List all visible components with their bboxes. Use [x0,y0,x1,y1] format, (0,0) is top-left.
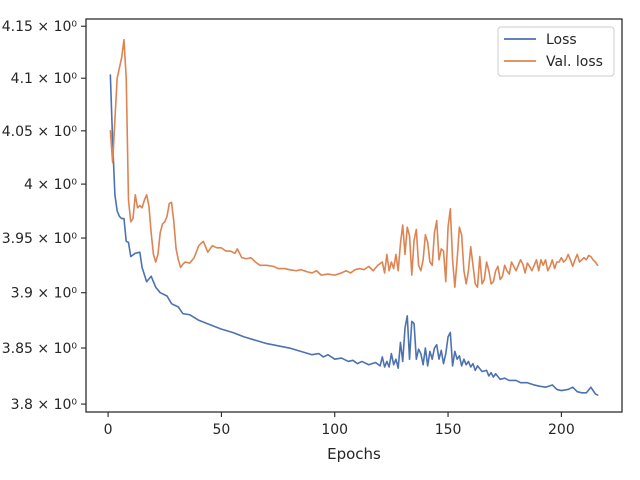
y-tick-label: 4 × 10⁰ [24,177,77,193]
y-tick-label: 3.8 × 10⁰ [11,397,78,413]
y-tick-label: 3.85 × 10⁰ [2,341,78,357]
x-tick-label: 150 [435,422,462,438]
x-tick-label: 0 [104,422,113,438]
x-axis-ticks: 0 50 100 150 200 [104,412,575,438]
y-axis-ticks: 3.8 × 10⁰ 3.85 × 10⁰ 3.9 × 10⁰ 3.95 × 10⁰ 4 … [2,19,86,413]
y-tick-label: 4.05 × 10⁰ [2,124,78,140]
x-tick-label: 200 [548,422,575,438]
series-layer [109,38,599,396]
y-tick-label: 4.1 × 10⁰ [11,71,78,87]
x-tick-label: 50 [213,422,231,438]
y-tick-label: 3.95 × 10⁰ [2,231,78,247]
x-axis-label: Epochs [327,445,381,463]
x-tick-label: 100 [321,422,348,438]
series-line-loss [109,74,599,396]
legend: Loss Val. loss [497,26,615,77]
legend-label-val-loss: Val. loss [546,54,603,70]
series-line-val-loss [109,38,599,288]
y-tick-label: 4.15 × 10⁰ [2,19,78,35]
y-tick-label: 3.9 × 10⁰ [11,286,78,302]
legend-label-loss: Loss [546,32,577,48]
plot-area-frame [85,18,623,413]
